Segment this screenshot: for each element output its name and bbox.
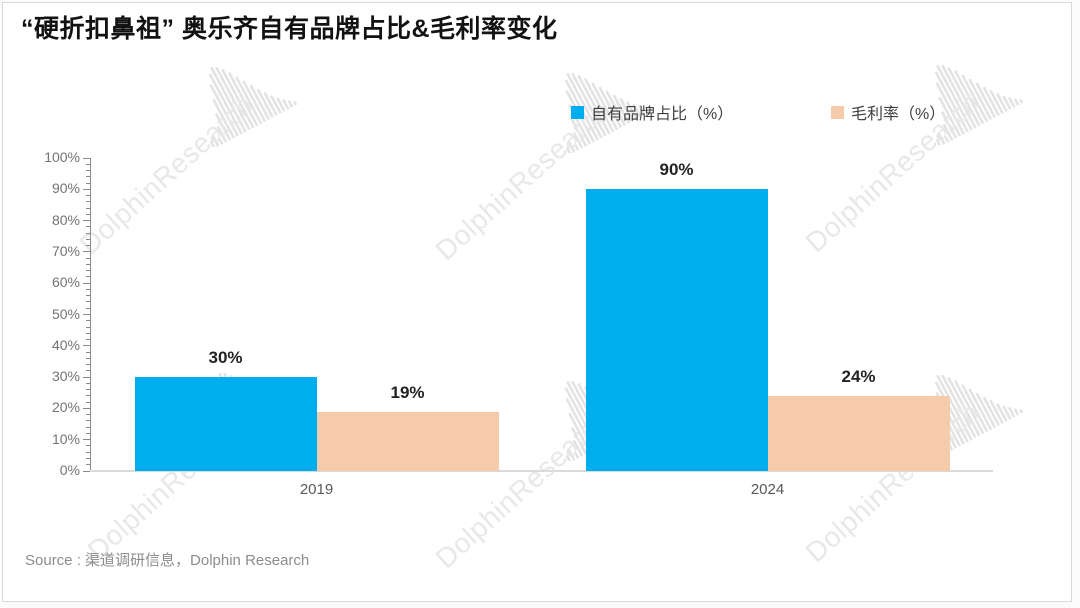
y-axis-minor-tick [86, 295, 90, 297]
y-axis-minor-tick [86, 414, 90, 416]
y-axis-minor-tick [86, 226, 90, 228]
y-axis-major-tick [83, 376, 90, 378]
y-tick-label: 90% [51, 180, 80, 197]
dolphin-logo-icon [933, 64, 1024, 145]
y-axis-major-tick [83, 470, 90, 472]
y-axis-minor-tick [86, 426, 90, 428]
y-tick-label: 80% [51, 211, 80, 228]
y-axis-major-tick [83, 251, 90, 253]
y-axis-minor-tick [86, 464, 90, 466]
y-axis-minor-tick [86, 176, 90, 178]
legend-label-gross-margin: 毛利率（%） [851, 106, 946, 123]
chart-title: “硬折扣鼻祖” 奥乐齐自有品牌占比&毛利率变化 [21, 15, 558, 43]
y-axis-minor-tick [86, 326, 90, 328]
legend-item-own-brand-share: 自有品牌占比（%） [571, 100, 733, 124]
y-axis-minor-tick [86, 332, 90, 334]
dolphin-logo-icon [207, 66, 298, 147]
y-axis-minor-tick [86, 213, 90, 215]
x-category-label: 2024 [750, 481, 785, 498]
y-axis-minor-tick [86, 339, 90, 341]
y-axis-minor-tick [86, 301, 90, 303]
y-axis-major-tick [83, 345, 90, 347]
y-axis-minor-tick [86, 276, 90, 278]
y-tick-label: 50% [51, 305, 80, 322]
bar-value-label: 90% [659, 160, 694, 180]
y-tick-label: 10% [51, 430, 80, 447]
plot-area: 0% 10% 20% 30% 40% 50% 60% 70% 80% 90% 100% 30% 19% 2… [44, 149, 993, 498]
y-axis-minor-tick [86, 270, 90, 272]
legend-item-gross-margin: 毛利率（%） [831, 100, 945, 124]
y-axis-major-tick [83, 407, 90, 409]
y-axis-minor-tick [86, 370, 90, 372]
bar-series1-2024 [585, 189, 768, 471]
legend-label-own-brand-share: 自有品牌占比（%） [591, 106, 734, 123]
y-axis-minor-tick [86, 357, 90, 359]
y-axis-minor-tick [86, 457, 90, 459]
y-axis-minor-tick [86, 351, 90, 353]
y-axis-major-tick [83, 439, 90, 441]
y-axis-major-tick [83, 314, 90, 315]
y-tick-label: 60% [51, 274, 80, 291]
y-axis-major-tick [83, 157, 90, 159]
y-tick-label: 40% [51, 336, 80, 353]
x-category-label: 2019 [299, 481, 334, 498]
y-axis-minor-tick [86, 445, 90, 447]
y-axis-minor-tick [86, 420, 90, 422]
legend-swatch-own-brand-share [571, 105, 584, 119]
y-axis-minor-tick [86, 401, 90, 403]
y-axis-minor-tick [86, 245, 90, 247]
y-axis-minor-tick [86, 432, 90, 434]
y-axis-major-tick [83, 282, 90, 284]
y-axis-major-tick [83, 188, 90, 190]
y-axis-minor-tick [86, 320, 90, 322]
y-axis-minor-tick [86, 207, 90, 209]
bar-value-label: 19% [390, 382, 425, 402]
bar-value-label: 24% [841, 366, 876, 386]
y-tick-label: 100% [44, 149, 80, 165]
y-tick-label: 30% [51, 368, 80, 385]
bar-series2-2019 [316, 411, 499, 471]
y-axis-minor-tick [86, 307, 90, 309]
bar-value-label: 30% [208, 348, 243, 368]
y-tick-label: 70% [51, 242, 80, 259]
y-axis-minor-tick [86, 395, 90, 397]
y-axis-minor-tick [86, 182, 90, 184]
legend-swatch-gross-margin [831, 105, 844, 119]
y-axis-minor-tick [86, 451, 90, 453]
y-axis-minor-tick [86, 195, 90, 197]
y-axis-major-tick [83, 220, 90, 222]
y-axis-minor-tick [86, 288, 90, 290]
y-tick-label: 0% [59, 462, 80, 478]
y-axis-minor-tick [86, 263, 90, 265]
y-axis-minor-tick [86, 163, 90, 165]
y-axis-minor-tick [86, 232, 90, 234]
y-axis-minor-tick [86, 201, 90, 203]
y-tick-label: 20% [51, 399, 80, 416]
y-axis-minor-tick [86, 170, 90, 172]
y-axis-minor-tick [86, 382, 90, 384]
y-axis-minor-tick [86, 364, 90, 366]
bar-series1-2019 [134, 377, 317, 471]
canvas: “硬折扣鼻祖” 奥乐齐自有品牌占比&毛利率变化 自有品牌占比（%） 毛利率（%）… [2, 2, 1072, 602]
y-axis-minor-tick [86, 257, 90, 259]
y-axis-minor-tick [86, 238, 90, 240]
y-axis-minor-tick [86, 389, 90, 391]
source-note: Source : 渠道调研信息，Dolphin Research [25, 552, 310, 569]
bar-series2-2024 [767, 395, 950, 471]
